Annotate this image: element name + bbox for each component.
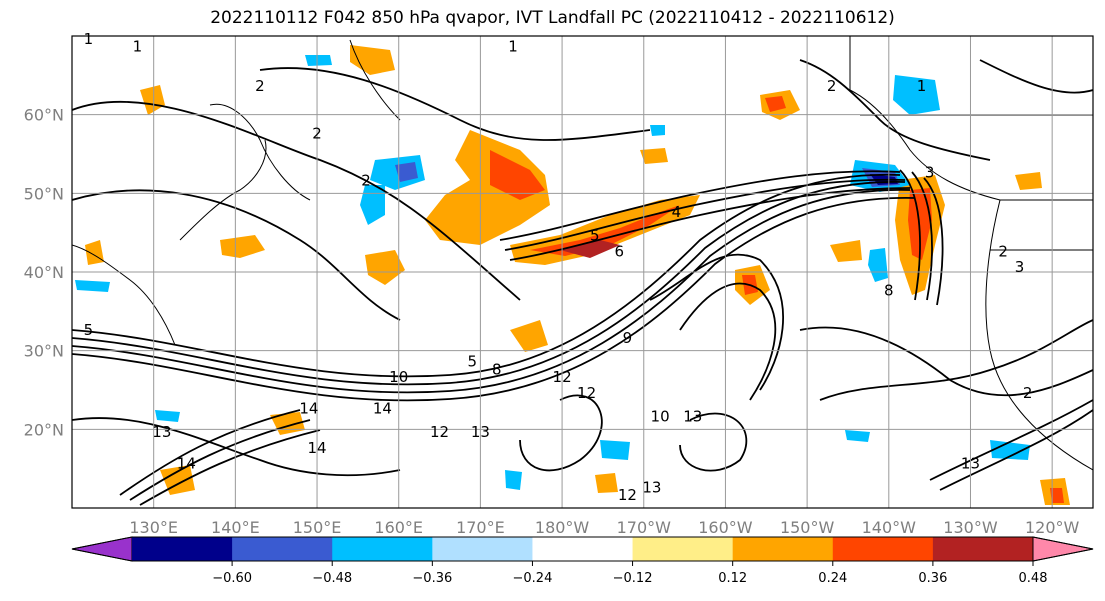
longitude-label: 150°E [293, 518, 342, 537]
contour-label: 12 [430, 423, 449, 441]
contour-label: 12 [577, 384, 596, 402]
contour-label: 8 [884, 282, 894, 300]
longitude-label: 150°W [780, 518, 835, 537]
contour-label: 13 [683, 407, 702, 425]
longitude-labels: 130°E 140°E 150°E 160°E 170°E 180°W 170°W 160°W… [129, 518, 1079, 537]
contour-label: 1 [917, 77, 927, 95]
colorbar-tick-label: −0.12 [613, 571, 653, 586]
latitude-label: 30°N [24, 342, 64, 361]
colorbar-segment [632, 537, 734, 561]
longitude-label: 170°W [617, 518, 672, 537]
colorbar-segment [132, 537, 233, 561]
colorbar-tick-label: −0.60 [212, 571, 252, 586]
latitude-labels: 60°N 50°N 40°N 30°N 20°N [24, 106, 64, 440]
colorbar-segment [532, 537, 634, 561]
contour-label: 1 [508, 38, 518, 56]
colorbar-segment [832, 537, 934, 561]
longitude-label: 120°W [1025, 518, 1080, 537]
contour-label: 13 [471, 423, 490, 441]
contour-label: 5 [84, 321, 94, 339]
contour-label: 5 [590, 227, 600, 245]
latitude-label: 20°N [24, 420, 64, 439]
contour-label: 2 [255, 77, 265, 95]
colorbar-segment [232, 537, 333, 561]
contour-label: 8 [492, 360, 502, 378]
colorbar-tick-label: −0.36 [412, 571, 452, 586]
contour-label: 1 [84, 30, 94, 48]
contour-label: 10 [389, 368, 408, 386]
colorbar-tick-label: 0.48 [1019, 571, 1048, 586]
longitude-label: 130°W [943, 518, 998, 537]
contour-label: 14 [177, 455, 196, 473]
ivt-contour-lines [72, 59, 1093, 506]
contour-label: 2 [1023, 384, 1033, 402]
contour-label: 14 [307, 439, 326, 457]
map-frame [71, 35, 1094, 509]
contour-label: 3 [925, 164, 935, 182]
contour-label: 13 [642, 478, 661, 496]
latitude-label: 60°N [24, 106, 64, 125]
contour-label: 13 [961, 455, 980, 473]
map-title: 2022110112 F042 850 hPa qvapor, IVT Land… [210, 8, 895, 28]
colorbar-tick-label: 0.24 [818, 571, 847, 586]
longitude-label: 160°E [374, 518, 423, 537]
longitude-label: 130°E [129, 518, 178, 537]
contour-label: 9 [623, 329, 633, 347]
colorbar-low-extend [71, 536, 133, 562]
longitude-label: 170°E [456, 518, 505, 537]
colorbar-segment [332, 537, 433, 561]
colorbar-tick-label: 0.12 [718, 571, 747, 586]
colorbar-tick-label: 0.36 [918, 571, 947, 586]
contour-label: 12 [618, 486, 637, 504]
colorbar-tick-label: −0.48 [312, 571, 352, 586]
contour-label: 4 [672, 203, 682, 221]
colorbar-outline [71, 536, 1094, 562]
contour-label: 2 [998, 242, 1008, 260]
longitude-label: 140°W [862, 518, 917, 537]
contour-label: 3 [1015, 258, 1025, 276]
contour-label: 6 [614, 242, 624, 260]
contour-label: 2 [361, 171, 371, 189]
graticule [72, 36, 1093, 508]
contour-label: 1 [133, 38, 143, 56]
contour-label: 5 [467, 352, 477, 370]
longitude-label: 140°E [211, 518, 260, 537]
contour-label: 14 [299, 400, 318, 418]
colorbar-segment [432, 537, 533, 561]
contour-label: 12 [553, 368, 572, 386]
colorbar-high-extend [1032, 536, 1094, 562]
latitude-label: 40°N [24, 263, 64, 282]
longitude-label: 160°W [698, 518, 753, 537]
latitude-label: 50°N [24, 184, 64, 203]
colorbar-segment [732, 537, 834, 561]
colorbar: −0.60 −0.48 −0.36 −0.24 −0.12 0.12 0.24 0.36 0.4… [71, 536, 1094, 586]
contour-label: 2 [827, 77, 837, 95]
contour-label: 10 [651, 407, 670, 425]
contour-label: 2 [312, 124, 322, 142]
contour-label: 14 [373, 400, 392, 418]
colorbar-segment [932, 537, 1034, 561]
contour-label: 13 [152, 423, 171, 441]
longitude-label: 180°W [535, 518, 590, 537]
colorbar-tick-label: −0.24 [513, 571, 553, 586]
